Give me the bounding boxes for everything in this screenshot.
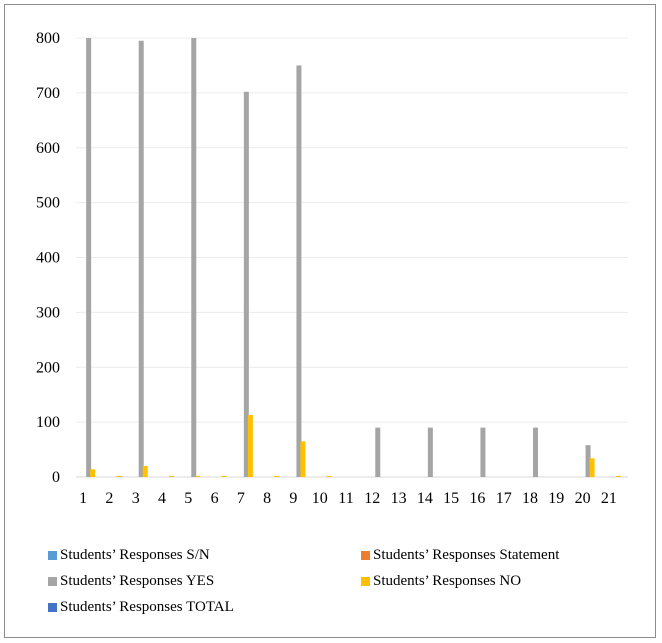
chart-frame: 0 100 200 300 400 500 600 700 800 1 2 3 4 5 6 7 8 9 10 11 1…: [4, 4, 656, 638]
x-tick-label: 8: [263, 490, 271, 507]
bar-students-responses-yes-3: [138, 40, 144, 478]
bar-students-responses-yes-1: [86, 38, 92, 477]
y-tick-label: 800: [36, 30, 60, 47]
y-tick-label: 400: [36, 250, 60, 267]
legend-label-sn: Students’ Responses S/N: [60, 547, 210, 563]
x-tick-label: 3: [132, 490, 140, 507]
x-tick-label: 20: [575, 490, 591, 507]
x-tick-label: 15: [443, 490, 459, 507]
legend-item-yes: Students’ Responses YES: [48, 573, 214, 590]
x-tick-label: 11: [338, 490, 353, 507]
bar-students-responses-yes-7: [243, 91, 249, 477]
bar-students-responses-yes-9: [296, 65, 302, 477]
legend-label-no: Students’ Responses NO: [373, 573, 522, 589]
legend-item-total: Students’ Responses TOTAL: [48, 599, 234, 616]
bar-students-responses-yes-16: [480, 427, 486, 477]
x-tick-label: 19: [548, 490, 564, 507]
bar-students-responses-yes-12: [375, 427, 381, 477]
x-tick-label: 14: [417, 490, 433, 507]
x-tick-label: 21: [601, 490, 617, 507]
legend-swatch-total: [48, 603, 57, 612]
bar-students-responses-no-1: [90, 469, 96, 477]
legend-swatch-no: [361, 577, 370, 586]
y-tick-label: 700: [36, 85, 60, 102]
x-tick-label: 18: [522, 490, 538, 507]
bar-students-responses-yes-20: [585, 445, 591, 477]
bar-students-responses-yes-5: [191, 38, 197, 477]
x-tick-label: 13: [391, 490, 407, 507]
bar-students-responses-no-6: [221, 475, 227, 477]
bar-students-responses-no-3: [142, 466, 148, 477]
legend-item-no: Students’ Responses NO: [361, 573, 521, 590]
legend-label-statement: Students’ Responses Statement: [373, 547, 560, 563]
y-axis: 0 100 200 300 400 500 600 700 800: [36, 30, 60, 486]
x-tick-label: 1: [79, 490, 87, 507]
y-tick-label: 300: [36, 304, 60, 321]
x-tick-label: 16: [469, 490, 485, 507]
bar-students-responses-no-2: [116, 475, 122, 477]
bar-students-responses-no-4: [169, 475, 174, 477]
bar-students-responses-no-21: [615, 475, 621, 477]
x-tick-label: 9: [289, 490, 297, 507]
legend-label-total: Students’ Responses TOTAL: [60, 599, 234, 615]
x-tick-label: 12: [364, 490, 380, 507]
y-tick-label: 200: [36, 359, 60, 376]
bar-students-responses-no-8: [274, 475, 280, 477]
legend-label-yes: Students’ Responses YES: [60, 573, 215, 589]
x-axis: 1 2 3 4 5 6 7 8 9 10 11 12 13 14 15 16 17 18 19 20 21: [79, 490, 617, 507]
legend-swatch-statement: [361, 551, 370, 560]
x-tick-label: 2: [105, 490, 113, 507]
y-tick-label: 0: [52, 469, 60, 486]
x-tick-label: 7: [237, 490, 245, 507]
y-tick-label: 600: [36, 140, 60, 157]
bar-students-responses-yes-14: [427, 427, 433, 477]
bar-students-responses-no-9: [300, 441, 306, 477]
y-tick-label: 500: [36, 195, 60, 212]
x-tick-label: 17: [496, 490, 512, 507]
gridlines: [76, 37, 628, 478]
y-tick-label: 100: [36, 414, 60, 431]
legend-item-statement: Students’ Responses Statement: [361, 547, 559, 564]
bar-students-responses-no-10: [326, 475, 332, 477]
bar-students-responses-no-20: [589, 458, 595, 477]
bar-students-responses-no-7: [247, 414, 253, 477]
legend-item-sn: Students’ Responses S/N: [48, 547, 210, 564]
x-tick-label: 6: [211, 490, 219, 507]
bars: [86, 38, 621, 478]
bar-students-responses-yes-18: [533, 427, 538, 477]
legend-swatch-sn: [48, 551, 57, 560]
x-tick-label: 5: [184, 490, 192, 507]
x-tick-label: 10: [312, 490, 328, 507]
x-tick-label: 4: [158, 490, 166, 507]
bar-students-responses-no-5: [195, 475, 201, 477]
legend-swatch-yes: [48, 577, 57, 586]
